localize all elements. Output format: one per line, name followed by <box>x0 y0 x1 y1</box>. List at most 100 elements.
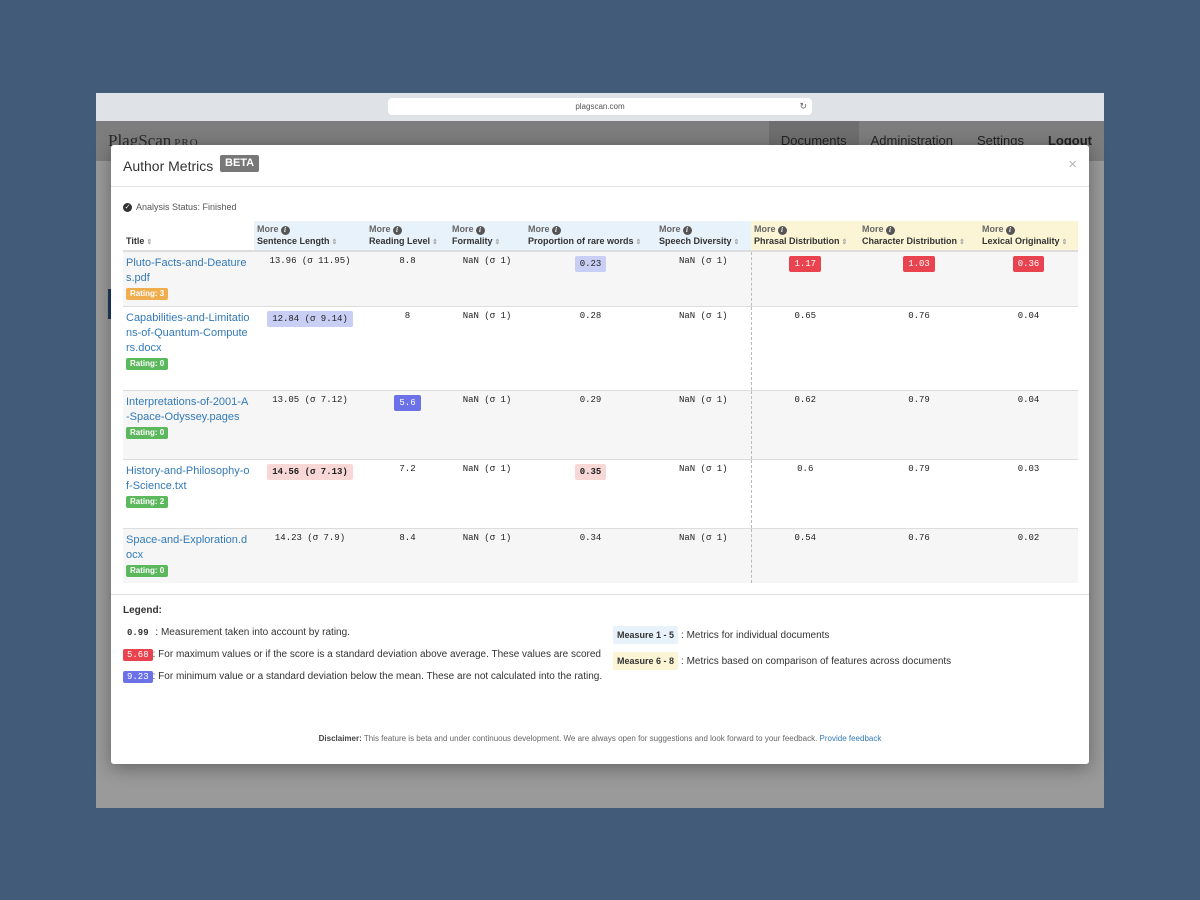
col-header-title[interactable]: Title ⇕ <box>123 221 254 252</box>
address-bar[interactable]: plagscan.com ↻ <box>388 98 812 115</box>
disclaimer-label: Disclaimer: <box>318 734 362 743</box>
more-info[interactable]: More i <box>257 224 363 235</box>
col-header-sentence-length[interactable]: More i Sentence Length ⇕ <box>254 221 366 252</box>
nav-settings[interactable]: Settings <box>976 133 1024 148</box>
legend-text: : For minimum value or a standard deviat… <box>152 671 603 682</box>
more-label: More <box>369 224 391 234</box>
nav-administration[interactable]: Administration <box>870 133 953 148</box>
more-label: More <box>452 224 474 234</box>
metric-value: 0.76 <box>908 533 930 543</box>
metric-cell: NaN (σ 1) <box>449 459 525 529</box>
metric-value: 0.04 <box>1017 311 1040 321</box>
document-link[interactable]: Pluto-Facts-and-Deatures.pdf <box>126 257 247 284</box>
legend-text: : Metrics based on comparison of feature… <box>681 656 952 667</box>
document-link[interactable]: Space-and-Exploration.docx <box>126 534 248 561</box>
metric-cell: 0.36 <box>979 250 1078 307</box>
col-header-phrasal-distribution[interactable]: More i Phrasal Distribution ⇕ <box>751 221 859 252</box>
feedback-link[interactable]: Provide feedback <box>819 734 882 743</box>
legend-text: : Metrics for individual documents <box>681 630 830 641</box>
table-header-row: Title ⇕ More i Sentence Length ⇕ More i Readin… <box>123 221 1078 252</box>
metric-value: 0.34 <box>579 533 602 543</box>
col-header-lexical-originality[interactable]: More i Lexical Originality ⇕ <box>979 221 1078 252</box>
metric-value: NaN (σ 1) <box>678 464 728 474</box>
more-info[interactable]: More i <box>452 224 522 235</box>
document-link[interactable]: History-and-Philosophy-of-Science.txt <box>126 465 250 492</box>
metric-cell: 8 <box>366 306 449 391</box>
sort-icon[interactable]: ⇕ <box>331 239 338 246</box>
metric-cell: 0.76 <box>859 306 979 391</box>
more-info[interactable]: More i <box>754 224 856 235</box>
col-header-label: Reading Level <box>369 236 431 246</box>
metric-value: 1.17 <box>789 256 822 272</box>
more-info[interactable]: More i <box>369 224 446 235</box>
metric-cell: 14.23 (σ 7.9) <box>254 528 366 583</box>
sort-icon[interactable]: ⇕ <box>733 239 740 246</box>
rating-badge: Rating: 0 <box>126 565 169 577</box>
info-icon[interactable]: i <box>682 226 692 235</box>
sort-icon[interactable]: ⇕ <box>841 239 848 246</box>
info-icon[interactable]: i <box>885 226 895 235</box>
col-header-rare-words[interactable]: More i Proportion of rare words ⇕ <box>525 221 656 252</box>
col-header-label: Formality <box>452 236 493 246</box>
metric-cell: 0.62 <box>750 390 859 460</box>
more-label: More <box>754 224 776 234</box>
more-label: More <box>257 224 279 234</box>
info-icon[interactable]: i <box>551 226 561 235</box>
more-info[interactable]: More i <box>862 224 976 235</box>
metric-cell: 0.04 <box>979 390 1078 460</box>
info-icon[interactable]: i <box>1005 226 1015 235</box>
nav-logout[interactable]: Logout <box>1047 133 1092 148</box>
metric-cell: 0.34 <box>525 528 656 583</box>
legend-text: : For maximum values or if the score is … <box>152 649 601 660</box>
metric-cell: NaN (σ 1) <box>449 250 525 307</box>
col-header-reading-level[interactable]: More i Reading Level ⇕ <box>366 221 449 252</box>
metric-cell: 12.84 (σ 9.14) <box>254 306 366 391</box>
metric-cell: 0.54 <box>750 528 859 583</box>
document-link[interactable]: Capabilities-and-Limitations-of-Quantum-… <box>126 312 250 354</box>
metric-cell: 13.05 (σ 7.12) <box>254 390 366 460</box>
metric-value: NaN (σ 1) <box>462 395 512 405</box>
sort-icon[interactable]: ⇕ <box>1061 239 1068 246</box>
info-icon[interactable]: i <box>777 226 787 235</box>
sort-icon[interactable]: ⇕ <box>635 239 642 246</box>
legend-swatch-blue: 9.23 <box>123 671 153 683</box>
sort-icon[interactable]: ⇕ <box>146 239 153 246</box>
legend: Legend: 0.99 : Measurement taken into ac… <box>111 594 1089 692</box>
url-text: plagscan.com <box>575 102 625 111</box>
more-info[interactable]: More i <box>982 224 1075 235</box>
close-button[interactable]: × <box>1068 156 1077 173</box>
more-info[interactable]: More i <box>659 224 748 235</box>
legend-text: : Measurement taken into account by rati… <box>155 627 350 638</box>
more-label: More <box>528 224 550 234</box>
metric-cell: 0.02 <box>979 528 1078 583</box>
document-link[interactable]: Interpretations-of-2001-A-Space-Odyssey.… <box>126 396 249 423</box>
sort-icon[interactable]: ⇕ <box>959 239 965 246</box>
col-header-label: Character Distribution <box>862 236 958 246</box>
metric-value: 0.04 <box>1017 395 1040 405</box>
metric-value: 0.03 <box>1017 464 1040 474</box>
more-info[interactable]: More i <box>528 224 653 235</box>
metric-value: NaN (σ 1) <box>678 395 728 405</box>
col-header-character-distribution[interactable]: More i Character Distribution ⇕ <box>859 221 979 252</box>
metric-cell: 0.03 <box>979 459 1078 529</box>
metric-value: NaN (σ 1) <box>678 311 728 321</box>
col-header-formality[interactable]: More i Formality ⇕ <box>449 221 525 252</box>
metric-value: 14.56 (σ 7.13) <box>267 464 353 480</box>
col-header-label: Sentence Length <box>257 236 330 246</box>
document-cell: Space-and-Exploration.docx Rating: 0 <box>123 528 254 583</box>
metric-cell: 0.35 <box>525 459 656 529</box>
document-cell: Capabilities-and-Limitations-of-Quantum-… <box>123 306 254 391</box>
info-icon[interactable]: i <box>475 226 485 235</box>
legend-item-min: 9.23: For minimum value or a standard de… <box>123 670 613 684</box>
info-icon[interactable]: i <box>392 226 402 235</box>
sort-icon[interactable]: ⇕ <box>494 239 501 246</box>
metric-cell: 1.17 <box>750 250 859 307</box>
reload-icon[interactable]: ↻ <box>799 101 807 111</box>
table-row: Space-and-Exploration.docx Rating: 0 14.2… <box>123 528 1078 583</box>
metric-cell: NaN (σ 1) <box>656 390 751 460</box>
measure-tag-individual: Measure 1 - 5 <box>613 626 679 644</box>
info-icon[interactable]: i <box>280 226 290 235</box>
legend-right: Measure 1 - 5: Metrics for individual do… <box>613 626 951 692</box>
col-header-speech-diversity[interactable]: More i Speech Diversity ⇕ <box>656 221 751 252</box>
sort-icon[interactable]: ⇕ <box>432 239 438 246</box>
